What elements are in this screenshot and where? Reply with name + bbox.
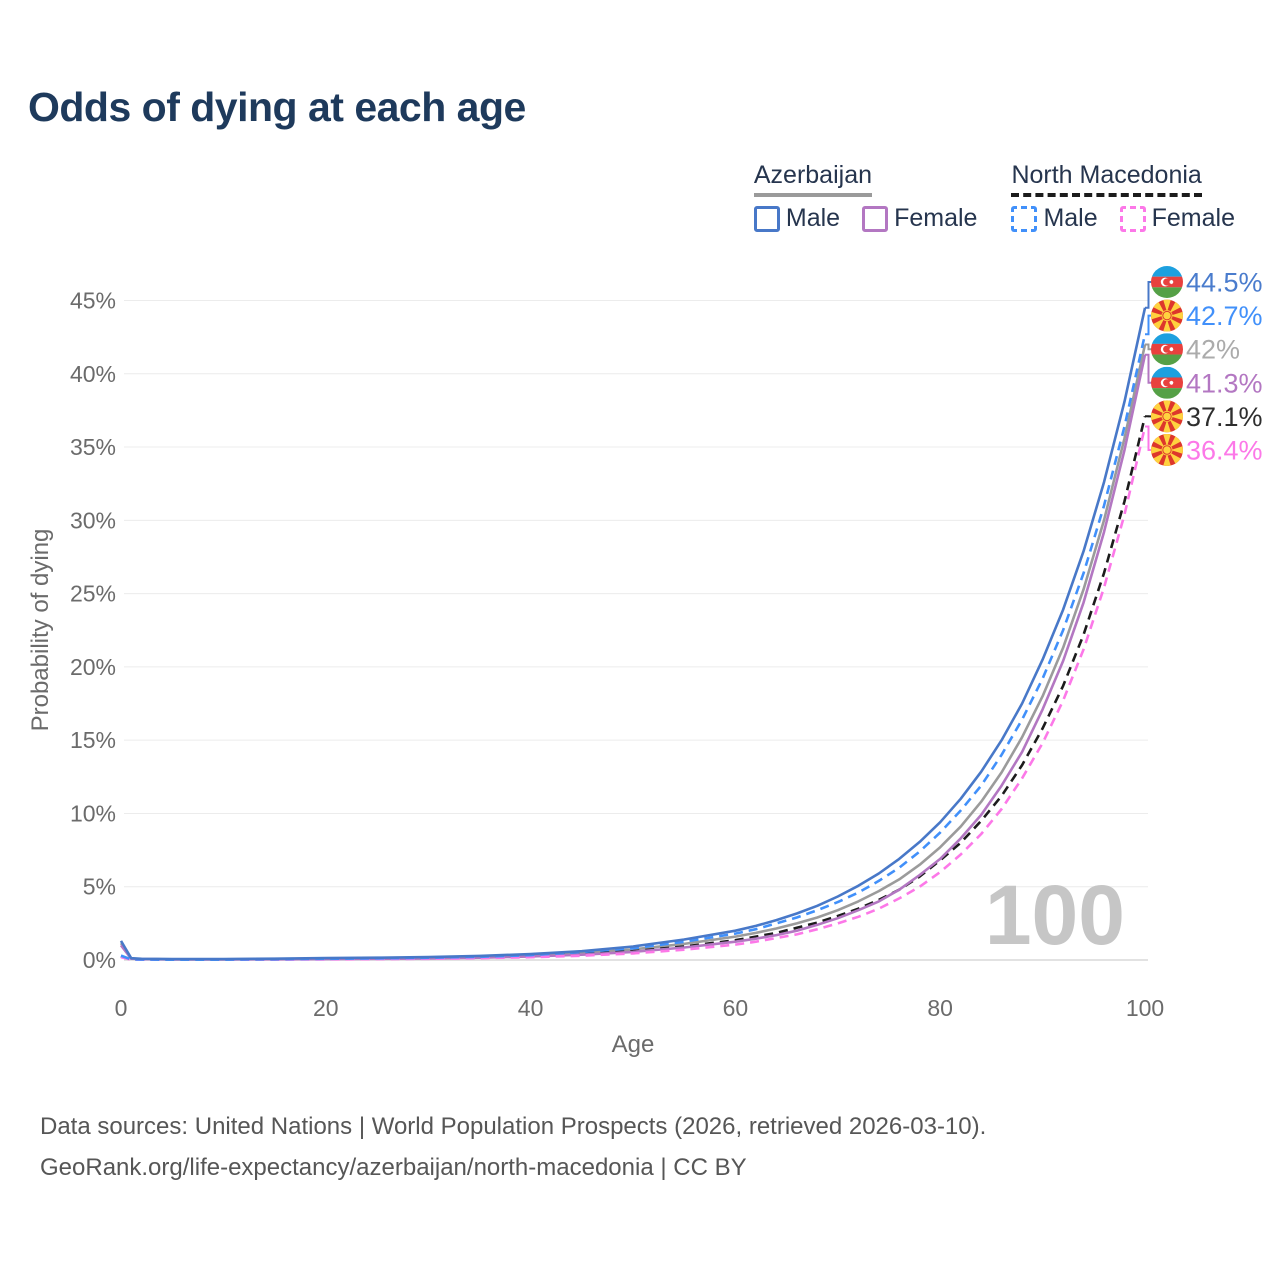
- legend-item-label: Female: [894, 204, 978, 232]
- legend-country-azerbaijan: Azerbaijan: [753, 161, 873, 197]
- y-tick-label: 10%: [70, 800, 116, 826]
- y-tick-label: 15%: [70, 727, 116, 753]
- x-tick-label: 60: [723, 995, 749, 1021]
- north-macedonia-male-swatch-icon: [1011, 205, 1038, 232]
- y-tick-label: 0%: [83, 947, 116, 973]
- end-value-label-az-both: 42%: [1186, 335, 1240, 365]
- x-tick-label: 80: [927, 995, 953, 1021]
- grid-and-axes: 0% 5% 10% 15% 20% 25% 30% 35% 40% 45% 0 20 40 60 80 100: [70, 287, 1164, 1021]
- end-label-connector: [1145, 425, 1152, 451]
- series-lines: [119, 307, 1147, 961]
- flag-north-macedonia-icon: [1150, 400, 1183, 433]
- flag-north-macedonia-icon: [1150, 433, 1183, 466]
- legend-item-label: Male: [1043, 204, 1098, 232]
- flag-azerbaijan-icon: [1151, 266, 1183, 298]
- flag-azerbaijan-icon: [1151, 333, 1183, 365]
- series-end-labels: 44.5%42.7% 42%41.3% 37.1% 36.4%: [1145, 266, 1263, 467]
- flag-azerbaijan-icon: [1151, 367, 1183, 399]
- x-axis-title: Age: [612, 1031, 655, 1058]
- series-line-nm-male: [120, 333, 1147, 961]
- azerbaijan-male-swatch-icon: [753, 205, 780, 232]
- x-tick-label: 100: [1126, 995, 1164, 1021]
- north-macedonia-female-swatch-icon: [1119, 205, 1146, 232]
- legend-item-azerbaijan-female[interactable]: Female: [862, 204, 977, 233]
- end-label-connector: [1145, 281, 1152, 309]
- end-value-label-az-male: 44.5%: [1186, 268, 1263, 298]
- y-tick-label: 40%: [70, 361, 116, 387]
- flag-north-macedonia-icon: [1150, 299, 1183, 332]
- y-axis-title: Probability of dying: [27, 529, 54, 732]
- legend: Azerbaijan Male Female North Macedonia M…: [753, 161, 1235, 233]
- end-label-connector: [1145, 353, 1152, 384]
- legend-item-azerbaijan-male[interactable]: Male: [753, 204, 841, 233]
- end-value-label-az-female: 41.3%: [1186, 368, 1263, 398]
- y-tick-label: 35%: [70, 434, 116, 460]
- series-line-az-male: [119, 307, 1147, 961]
- legend-item-label: Male: [785, 204, 841, 232]
- legend-group-azerbaijan: Azerbaijan Male Female: [753, 161, 977, 233]
- legend-country-north-macedonia: North Macedonia: [1011, 161, 1202, 197]
- legend-item-north-macedonia-female[interactable]: Female: [1119, 204, 1235, 233]
- end-label-connector: [1145, 343, 1152, 351]
- x-tick-label: 0: [115, 995, 128, 1021]
- page-title: Odds of dying at each age: [28, 84, 526, 130]
- age-counter-watermark: 100: [985, 868, 1125, 962]
- end-value-label-nm-female: 36.4%: [1186, 436, 1263, 466]
- end-value-label-nm-both: 37.1%: [1186, 402, 1263, 432]
- legend-item-north-macedonia-male[interactable]: Male: [1011, 204, 1098, 233]
- azerbaijan-female-swatch-icon: [862, 205, 889, 232]
- legend-item-label: Female: [1151, 204, 1235, 232]
- footer-data-sources: Data sources: United Nations | World Pop…: [40, 1113, 987, 1140]
- end-label-connector: [1145, 314, 1152, 336]
- y-tick-label: 30%: [70, 507, 116, 533]
- y-tick-label: 5%: [83, 874, 116, 900]
- y-tick-label: 25%: [70, 581, 116, 607]
- y-tick-label: 45%: [70, 287, 116, 313]
- legend-group-north-macedonia: North Macedonia Male Female: [1011, 161, 1235, 233]
- y-tick-label: 20%: [70, 654, 116, 680]
- footer: Data sources: United Nations | World Pop…: [40, 1106, 986, 1188]
- end-value-label-nm-male: 42.7%: [1186, 301, 1263, 331]
- x-tick-label: 40: [518, 995, 544, 1021]
- x-tick-label: 20: [313, 995, 339, 1021]
- footer-attribution-link[interactable]: GeoRank.org/life-expectancy/azerbaijan/n…: [40, 1154, 747, 1181]
